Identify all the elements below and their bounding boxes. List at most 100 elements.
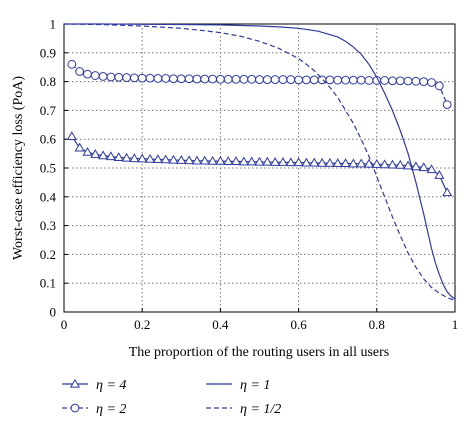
series-point bbox=[191, 155, 203, 165]
series-point bbox=[418, 162, 429, 172]
series-point bbox=[137, 153, 148, 163]
series-point bbox=[216, 74, 225, 84]
x-axis-title: The proportion of the routing users in a… bbox=[129, 345, 390, 360]
legend-item: η = 2 bbox=[62, 402, 126, 417]
series-point bbox=[348, 158, 359, 168]
series-point bbox=[161, 74, 171, 83]
y-tick-label: 0.9 bbox=[40, 45, 56, 60]
series-point bbox=[67, 59, 77, 69]
y-axis-title: Worst-case efficiency loss (PoA) bbox=[11, 76, 26, 260]
legend-label: η = 4 bbox=[96, 378, 126, 393]
series-point bbox=[176, 74, 186, 84]
series-point bbox=[207, 155, 218, 165]
series-point bbox=[332, 158, 343, 168]
series-point bbox=[105, 151, 116, 161]
series-point bbox=[144, 153, 156, 163]
series-2 bbox=[64, 23, 456, 300]
series-point bbox=[309, 75, 319, 85]
x-tick-label: 0.4 bbox=[212, 317, 229, 332]
series-point bbox=[200, 74, 210, 84]
series-point bbox=[199, 155, 210, 165]
series-point bbox=[192, 74, 202, 84]
legend-item: η = 4 bbox=[62, 378, 126, 393]
x-tick-label: 0.6 bbox=[290, 317, 307, 332]
series-point bbox=[90, 71, 100, 80]
series-point bbox=[121, 152, 132, 162]
series-point bbox=[442, 187, 453, 197]
series-point bbox=[262, 156, 273, 166]
series-point bbox=[371, 159, 382, 168]
series-point bbox=[66, 131, 77, 140]
series-point bbox=[114, 72, 124, 82]
series-point bbox=[434, 169, 445, 179]
series-point bbox=[215, 155, 226, 165]
legend-marker bbox=[70, 403, 80, 413]
series-point bbox=[122, 73, 131, 82]
y-tick-label: 0.7 bbox=[40, 103, 57, 118]
series-3 bbox=[63, 23, 456, 302]
legend-item: η = 1 bbox=[206, 378, 270, 393]
series-point bbox=[293, 157, 304, 167]
series-point bbox=[325, 75, 335, 85]
series-point bbox=[106, 72, 116, 82]
series-point bbox=[137, 73, 147, 83]
series-point bbox=[379, 159, 390, 169]
series-point bbox=[340, 158, 351, 168]
series-point bbox=[388, 76, 397, 86]
series-point bbox=[286, 75, 296, 84]
series-point bbox=[387, 159, 398, 169]
series-point bbox=[294, 75, 304, 85]
y-tick-label: 0.3 bbox=[40, 218, 56, 233]
series-point bbox=[356, 75, 366, 85]
series-0 bbox=[66, 131, 453, 197]
series-point bbox=[442, 100, 452, 110]
series-point bbox=[410, 161, 421, 171]
series-point bbox=[395, 76, 405, 86]
axes: 0 0.2 0.4 0.6 0.8 1 0 0.1 0.2 0.3 0.4 0.5 0.6 0.7 0.8 0… bbox=[40, 17, 459, 333]
series-point bbox=[341, 75, 350, 85]
series-point bbox=[333, 75, 343, 85]
y-tick-label: 0.6 bbox=[40, 132, 57, 147]
series-group bbox=[63, 23, 456, 302]
series-point bbox=[380, 76, 390, 85]
series-point bbox=[98, 72, 108, 81]
legend-label: η = 1/2 bbox=[240, 402, 281, 417]
y-tick-label: 1 bbox=[50, 17, 57, 32]
series-point bbox=[152, 154, 163, 164]
series-point bbox=[246, 156, 257, 166]
series-point bbox=[90, 148, 101, 158]
series-point bbox=[403, 76, 413, 86]
series-point bbox=[113, 152, 124, 161]
y-tick-label: 0.2 bbox=[40, 247, 56, 262]
series-point bbox=[83, 69, 92, 79]
series-1 bbox=[67, 59, 452, 110]
series-point bbox=[129, 73, 139, 83]
series-point bbox=[145, 73, 155, 83]
series-point bbox=[129, 153, 140, 163]
series-point bbox=[74, 142, 85, 152]
series-line bbox=[63, 23, 456, 302]
series-point bbox=[426, 164, 437, 174]
series-line bbox=[64, 23, 456, 300]
series-point bbox=[223, 156, 234, 166]
x-tick-label: 0.2 bbox=[134, 317, 150, 332]
x-tick-label: 0 bbox=[61, 317, 68, 332]
series-point bbox=[403, 160, 414, 170]
x-tick-label: 0.8 bbox=[369, 317, 385, 332]
series-point bbox=[285, 157, 296, 167]
series-point bbox=[301, 157, 312, 167]
series-point bbox=[98, 150, 109, 160]
y-tick-label: 0.4 bbox=[40, 189, 57, 204]
series-point bbox=[364, 76, 374, 85]
series-point bbox=[254, 156, 265, 166]
series-point bbox=[262, 75, 272, 84]
y-tick-label: 0.1 bbox=[40, 276, 56, 291]
series-point bbox=[82, 146, 93, 156]
series-point bbox=[316, 157, 328, 167]
legend-label: η = 1 bbox=[240, 378, 270, 393]
series-point bbox=[255, 75, 264, 84]
series-point bbox=[230, 156, 242, 166]
series-point bbox=[176, 155, 187, 164]
series-point bbox=[277, 157, 289, 166]
